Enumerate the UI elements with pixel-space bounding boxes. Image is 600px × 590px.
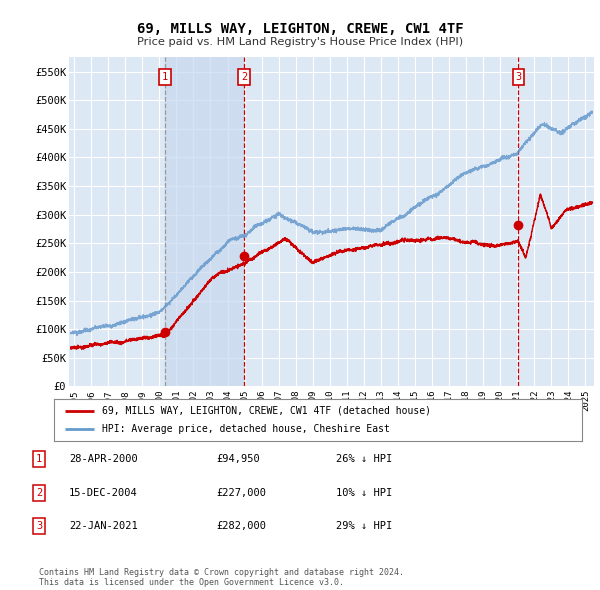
Text: £227,000: £227,000 (216, 488, 266, 497)
Text: HPI: Average price, detached house, Cheshire East: HPI: Average price, detached house, Ches… (101, 424, 389, 434)
Text: 2: 2 (36, 488, 42, 497)
Text: 1: 1 (36, 454, 42, 464)
Text: 69, MILLS WAY, LEIGHTON, CREWE, CW1 4TF (detached house): 69, MILLS WAY, LEIGHTON, CREWE, CW1 4TF … (101, 406, 431, 416)
Text: 28-APR-2000: 28-APR-2000 (69, 454, 138, 464)
Text: 2: 2 (241, 72, 247, 82)
Text: 29% ↓ HPI: 29% ↓ HPI (336, 522, 392, 531)
Text: 22-JAN-2021: 22-JAN-2021 (69, 522, 138, 531)
Text: 3: 3 (515, 72, 521, 82)
Text: 26% ↓ HPI: 26% ↓ HPI (336, 454, 392, 464)
Text: £94,950: £94,950 (216, 454, 260, 464)
Text: £282,000: £282,000 (216, 522, 266, 531)
Text: 3: 3 (36, 522, 42, 531)
Text: 69, MILLS WAY, LEIGHTON, CREWE, CW1 4TF: 69, MILLS WAY, LEIGHTON, CREWE, CW1 4TF (137, 22, 463, 37)
Bar (165, 57, 244, 386)
Text: 1: 1 (161, 72, 168, 82)
Text: 10% ↓ HPI: 10% ↓ HPI (336, 488, 392, 497)
Text: Price paid vs. HM Land Registry's House Price Index (HPI): Price paid vs. HM Land Registry's House … (137, 37, 463, 47)
Text: 15-DEC-2004: 15-DEC-2004 (69, 488, 138, 497)
Text: Contains HM Land Registry data © Crown copyright and database right 2024.
This d: Contains HM Land Registry data © Crown c… (39, 568, 404, 587)
